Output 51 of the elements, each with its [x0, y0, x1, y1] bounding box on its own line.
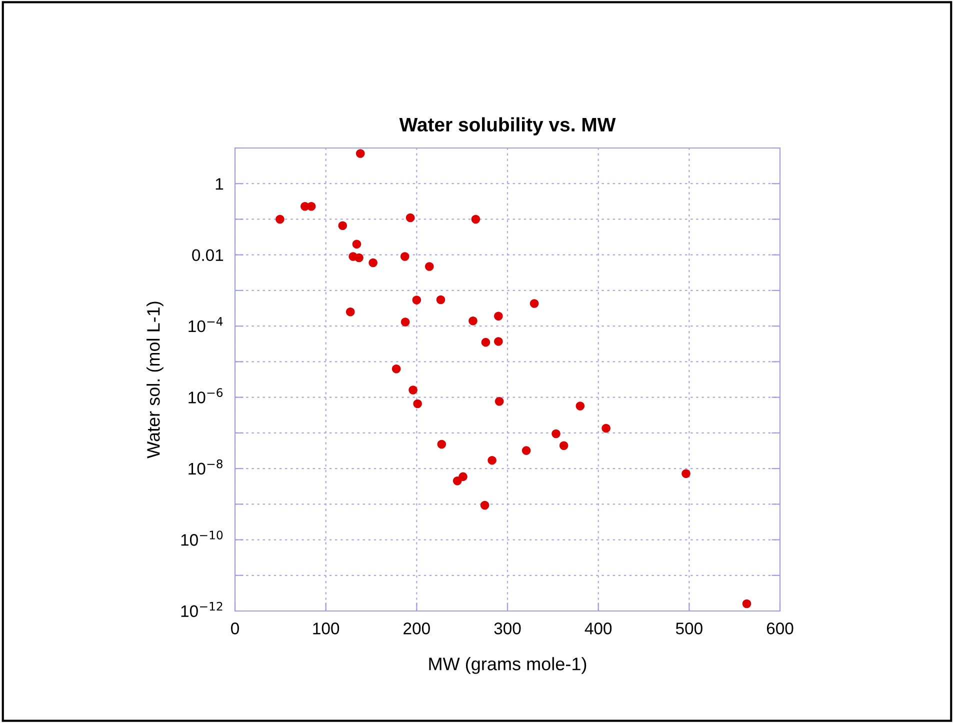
point	[413, 399, 422, 408]
point	[494, 337, 503, 346]
x-tick-label: 300	[494, 622, 521, 634]
x-tick-label: 400	[584, 622, 612, 634]
x-tick-label: 500	[676, 622, 702, 634]
y-tick-label: 10$^{−6}$	[188, 388, 223, 404]
point	[412, 296, 422, 304]
x-tick-label: 200	[404, 622, 430, 634]
y-tick-label: 0.01	[192, 249, 224, 262]
point	[530, 299, 539, 308]
x-tick-label: 100	[313, 622, 340, 634]
point	[468, 316, 478, 326]
point	[522, 446, 531, 455]
point	[682, 469, 690, 478]
point	[559, 441, 568, 450]
point	[406, 213, 415, 222]
y-axis-title: Water sol. (mol L-1)	[146, 302, 164, 458]
point	[494, 396, 504, 406]
point	[356, 149, 365, 158]
point	[352, 240, 362, 249]
y-tick-label: 10$^{−12}$	[181, 602, 222, 618]
point	[471, 214, 480, 224]
x-tick-label: 600	[766, 622, 794, 634]
point	[488, 456, 496, 465]
x-tick-label: 0	[231, 622, 239, 634]
point	[276, 214, 284, 224]
point	[481, 338, 490, 347]
y-tick-label: 1	[216, 178, 224, 190]
point	[602, 424, 610, 433]
y-tick-label: 10$^{−4}$	[188, 317, 223, 332]
point	[494, 312, 503, 321]
point	[436, 295, 446, 304]
point	[354, 253, 364, 262]
point	[392, 364, 401, 374]
x-axis-title: MW (grams mole-1)	[429, 657, 586, 674]
point	[552, 429, 560, 438]
point	[338, 221, 348, 230]
point	[400, 318, 410, 326]
point	[458, 472, 468, 482]
point	[437, 440, 446, 449]
point	[408, 386, 418, 394]
point	[368, 258, 378, 268]
y-tick-label: 10$^{−10}$	[181, 530, 223, 546]
chart-title: Water solubility vs. MW	[399, 117, 616, 136]
point	[742, 599, 752, 608]
point	[424, 262, 434, 271]
point	[576, 402, 585, 410]
point	[400, 252, 410, 261]
point	[346, 308, 355, 316]
y-tick-label: 10$^{−8}$	[188, 459, 222, 475]
point	[480, 500, 490, 510]
